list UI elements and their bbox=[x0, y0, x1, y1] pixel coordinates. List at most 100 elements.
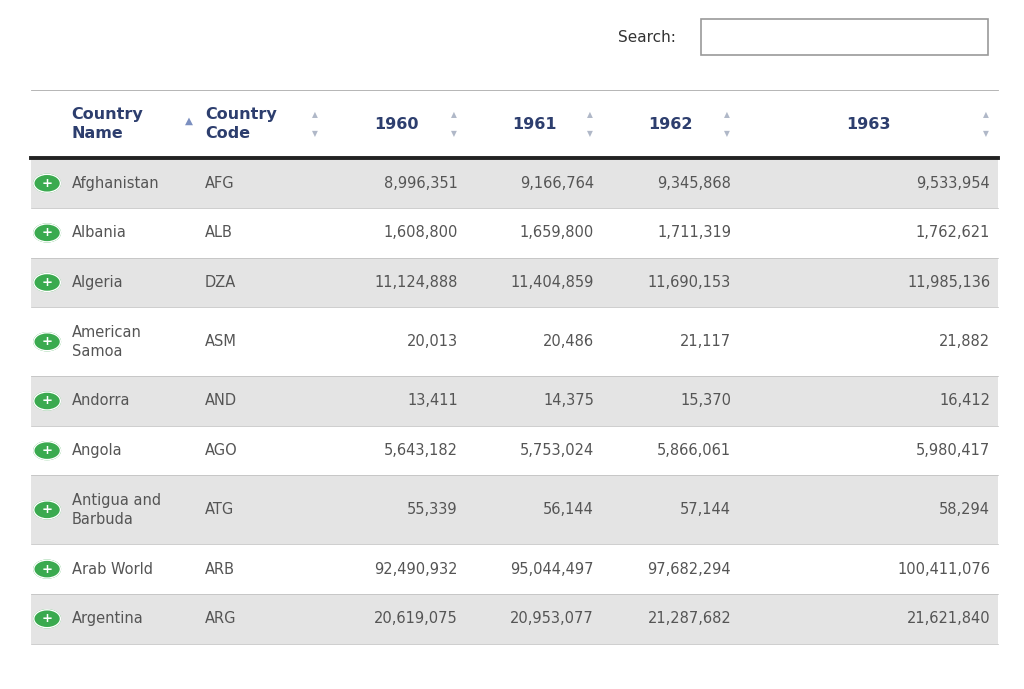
Text: 9,345,868: 9,345,868 bbox=[657, 176, 731, 191]
Text: 92,490,932: 92,490,932 bbox=[374, 562, 458, 577]
Text: 20,486: 20,486 bbox=[543, 334, 594, 349]
Text: ▲: ▲ bbox=[983, 110, 989, 119]
Bar bbox=[701, 19, 988, 55]
Text: ▼: ▼ bbox=[451, 129, 457, 138]
Text: 9,166,764: 9,166,764 bbox=[520, 176, 594, 191]
Circle shape bbox=[34, 610, 60, 628]
Text: 56,144: 56,144 bbox=[543, 502, 594, 517]
Text: 5,980,417: 5,980,417 bbox=[915, 443, 990, 458]
Bar bbox=[31, 158, 998, 208]
Text: ▲: ▲ bbox=[185, 116, 194, 125]
Text: ARG: ARG bbox=[205, 611, 237, 626]
Text: ▼: ▼ bbox=[587, 129, 593, 138]
Text: ▲: ▲ bbox=[587, 110, 593, 119]
Text: 57,144: 57,144 bbox=[680, 502, 731, 517]
Text: +: + bbox=[42, 504, 52, 516]
Text: ▼: ▼ bbox=[312, 129, 318, 138]
Text: 11,124,888: 11,124,888 bbox=[375, 275, 458, 290]
Text: 1,659,800: 1,659,800 bbox=[519, 225, 594, 240]
Text: American
Samoa: American Samoa bbox=[72, 325, 141, 358]
Text: ARB: ARB bbox=[205, 562, 234, 577]
Text: +: + bbox=[42, 563, 52, 575]
Text: +: + bbox=[42, 177, 52, 189]
Text: 1,762,621: 1,762,621 bbox=[915, 225, 990, 240]
Text: 21,287,682: 21,287,682 bbox=[647, 611, 731, 626]
Text: 15,370: 15,370 bbox=[680, 393, 731, 409]
Text: 5,753,024: 5,753,024 bbox=[519, 443, 594, 458]
Text: ATG: ATG bbox=[205, 502, 234, 517]
Text: Albania: Albania bbox=[72, 225, 127, 240]
Circle shape bbox=[34, 392, 60, 410]
Text: 20,953,077: 20,953,077 bbox=[510, 611, 594, 626]
Circle shape bbox=[34, 442, 60, 460]
Text: ▼: ▼ bbox=[724, 129, 730, 138]
Text: ▲: ▲ bbox=[451, 110, 457, 119]
Bar bbox=[31, 594, 998, 644]
Text: Search:: Search: bbox=[617, 30, 676, 45]
Text: 1963: 1963 bbox=[847, 116, 891, 132]
Text: +: + bbox=[42, 613, 52, 625]
Text: AFG: AFG bbox=[205, 176, 234, 191]
Text: 5,866,061: 5,866,061 bbox=[657, 443, 731, 458]
Text: +: + bbox=[42, 336, 52, 348]
Text: AND: AND bbox=[205, 393, 237, 409]
Text: 21,117: 21,117 bbox=[680, 334, 731, 349]
Bar bbox=[31, 208, 998, 258]
Text: Country
Name: Country Name bbox=[72, 107, 143, 141]
Text: 21,621,840: 21,621,840 bbox=[906, 611, 990, 626]
Circle shape bbox=[34, 560, 60, 578]
Bar bbox=[31, 90, 998, 158]
Text: Country
Code: Country Code bbox=[205, 107, 276, 141]
Text: Argentina: Argentina bbox=[72, 611, 143, 626]
Text: 1,608,800: 1,608,800 bbox=[383, 225, 458, 240]
Text: 20,619,075: 20,619,075 bbox=[374, 611, 458, 626]
Text: 1,711,319: 1,711,319 bbox=[657, 225, 731, 240]
Text: ALB: ALB bbox=[205, 225, 232, 240]
Text: 20,013: 20,013 bbox=[407, 334, 458, 349]
Text: 11,404,859: 11,404,859 bbox=[511, 275, 594, 290]
Circle shape bbox=[34, 224, 60, 242]
Text: +: + bbox=[42, 395, 52, 407]
Text: Afghanistan: Afghanistan bbox=[72, 176, 160, 191]
Bar bbox=[31, 258, 998, 307]
Text: 8,996,351: 8,996,351 bbox=[384, 176, 458, 191]
Text: 14,375: 14,375 bbox=[543, 393, 594, 409]
Text: AGO: AGO bbox=[205, 443, 238, 458]
Bar bbox=[31, 307, 998, 376]
Text: +: + bbox=[42, 444, 52, 457]
Bar bbox=[31, 544, 998, 594]
Text: 16,412: 16,412 bbox=[939, 393, 990, 409]
Text: 5,643,182: 5,643,182 bbox=[384, 443, 458, 458]
Bar bbox=[31, 426, 998, 475]
Text: 9,533,954: 9,533,954 bbox=[916, 176, 990, 191]
Circle shape bbox=[34, 274, 60, 291]
Text: 11,690,153: 11,690,153 bbox=[648, 275, 731, 290]
Circle shape bbox=[34, 174, 60, 192]
Text: 55,339: 55,339 bbox=[408, 502, 458, 517]
Text: ▲: ▲ bbox=[312, 110, 318, 119]
Text: +: + bbox=[42, 227, 52, 239]
Text: 97,682,294: 97,682,294 bbox=[647, 562, 731, 577]
Text: ▲: ▲ bbox=[724, 110, 730, 119]
Text: Angola: Angola bbox=[72, 443, 122, 458]
Text: +: + bbox=[42, 276, 52, 289]
Text: 21,882: 21,882 bbox=[939, 334, 990, 349]
Text: ASM: ASM bbox=[205, 334, 237, 349]
Text: 1962: 1962 bbox=[648, 116, 693, 132]
Text: 95,044,497: 95,044,497 bbox=[510, 562, 594, 577]
Text: 58,294: 58,294 bbox=[939, 502, 990, 517]
Text: 1961: 1961 bbox=[512, 116, 556, 132]
Text: Arab World: Arab World bbox=[72, 562, 153, 577]
Bar bbox=[31, 475, 998, 544]
Text: 100,411,076: 100,411,076 bbox=[897, 562, 990, 577]
Text: ▼: ▼ bbox=[983, 129, 989, 138]
Text: 13,411: 13,411 bbox=[407, 393, 458, 409]
Circle shape bbox=[34, 501, 60, 519]
Bar bbox=[31, 376, 998, 426]
Circle shape bbox=[34, 333, 60, 351]
Text: Antigua and
Barbuda: Antigua and Barbuda bbox=[72, 493, 161, 526]
Text: Algeria: Algeria bbox=[72, 275, 123, 290]
Text: 1960: 1960 bbox=[375, 116, 419, 132]
Text: Andorra: Andorra bbox=[72, 393, 130, 409]
Text: 11,985,136: 11,985,136 bbox=[907, 275, 990, 290]
